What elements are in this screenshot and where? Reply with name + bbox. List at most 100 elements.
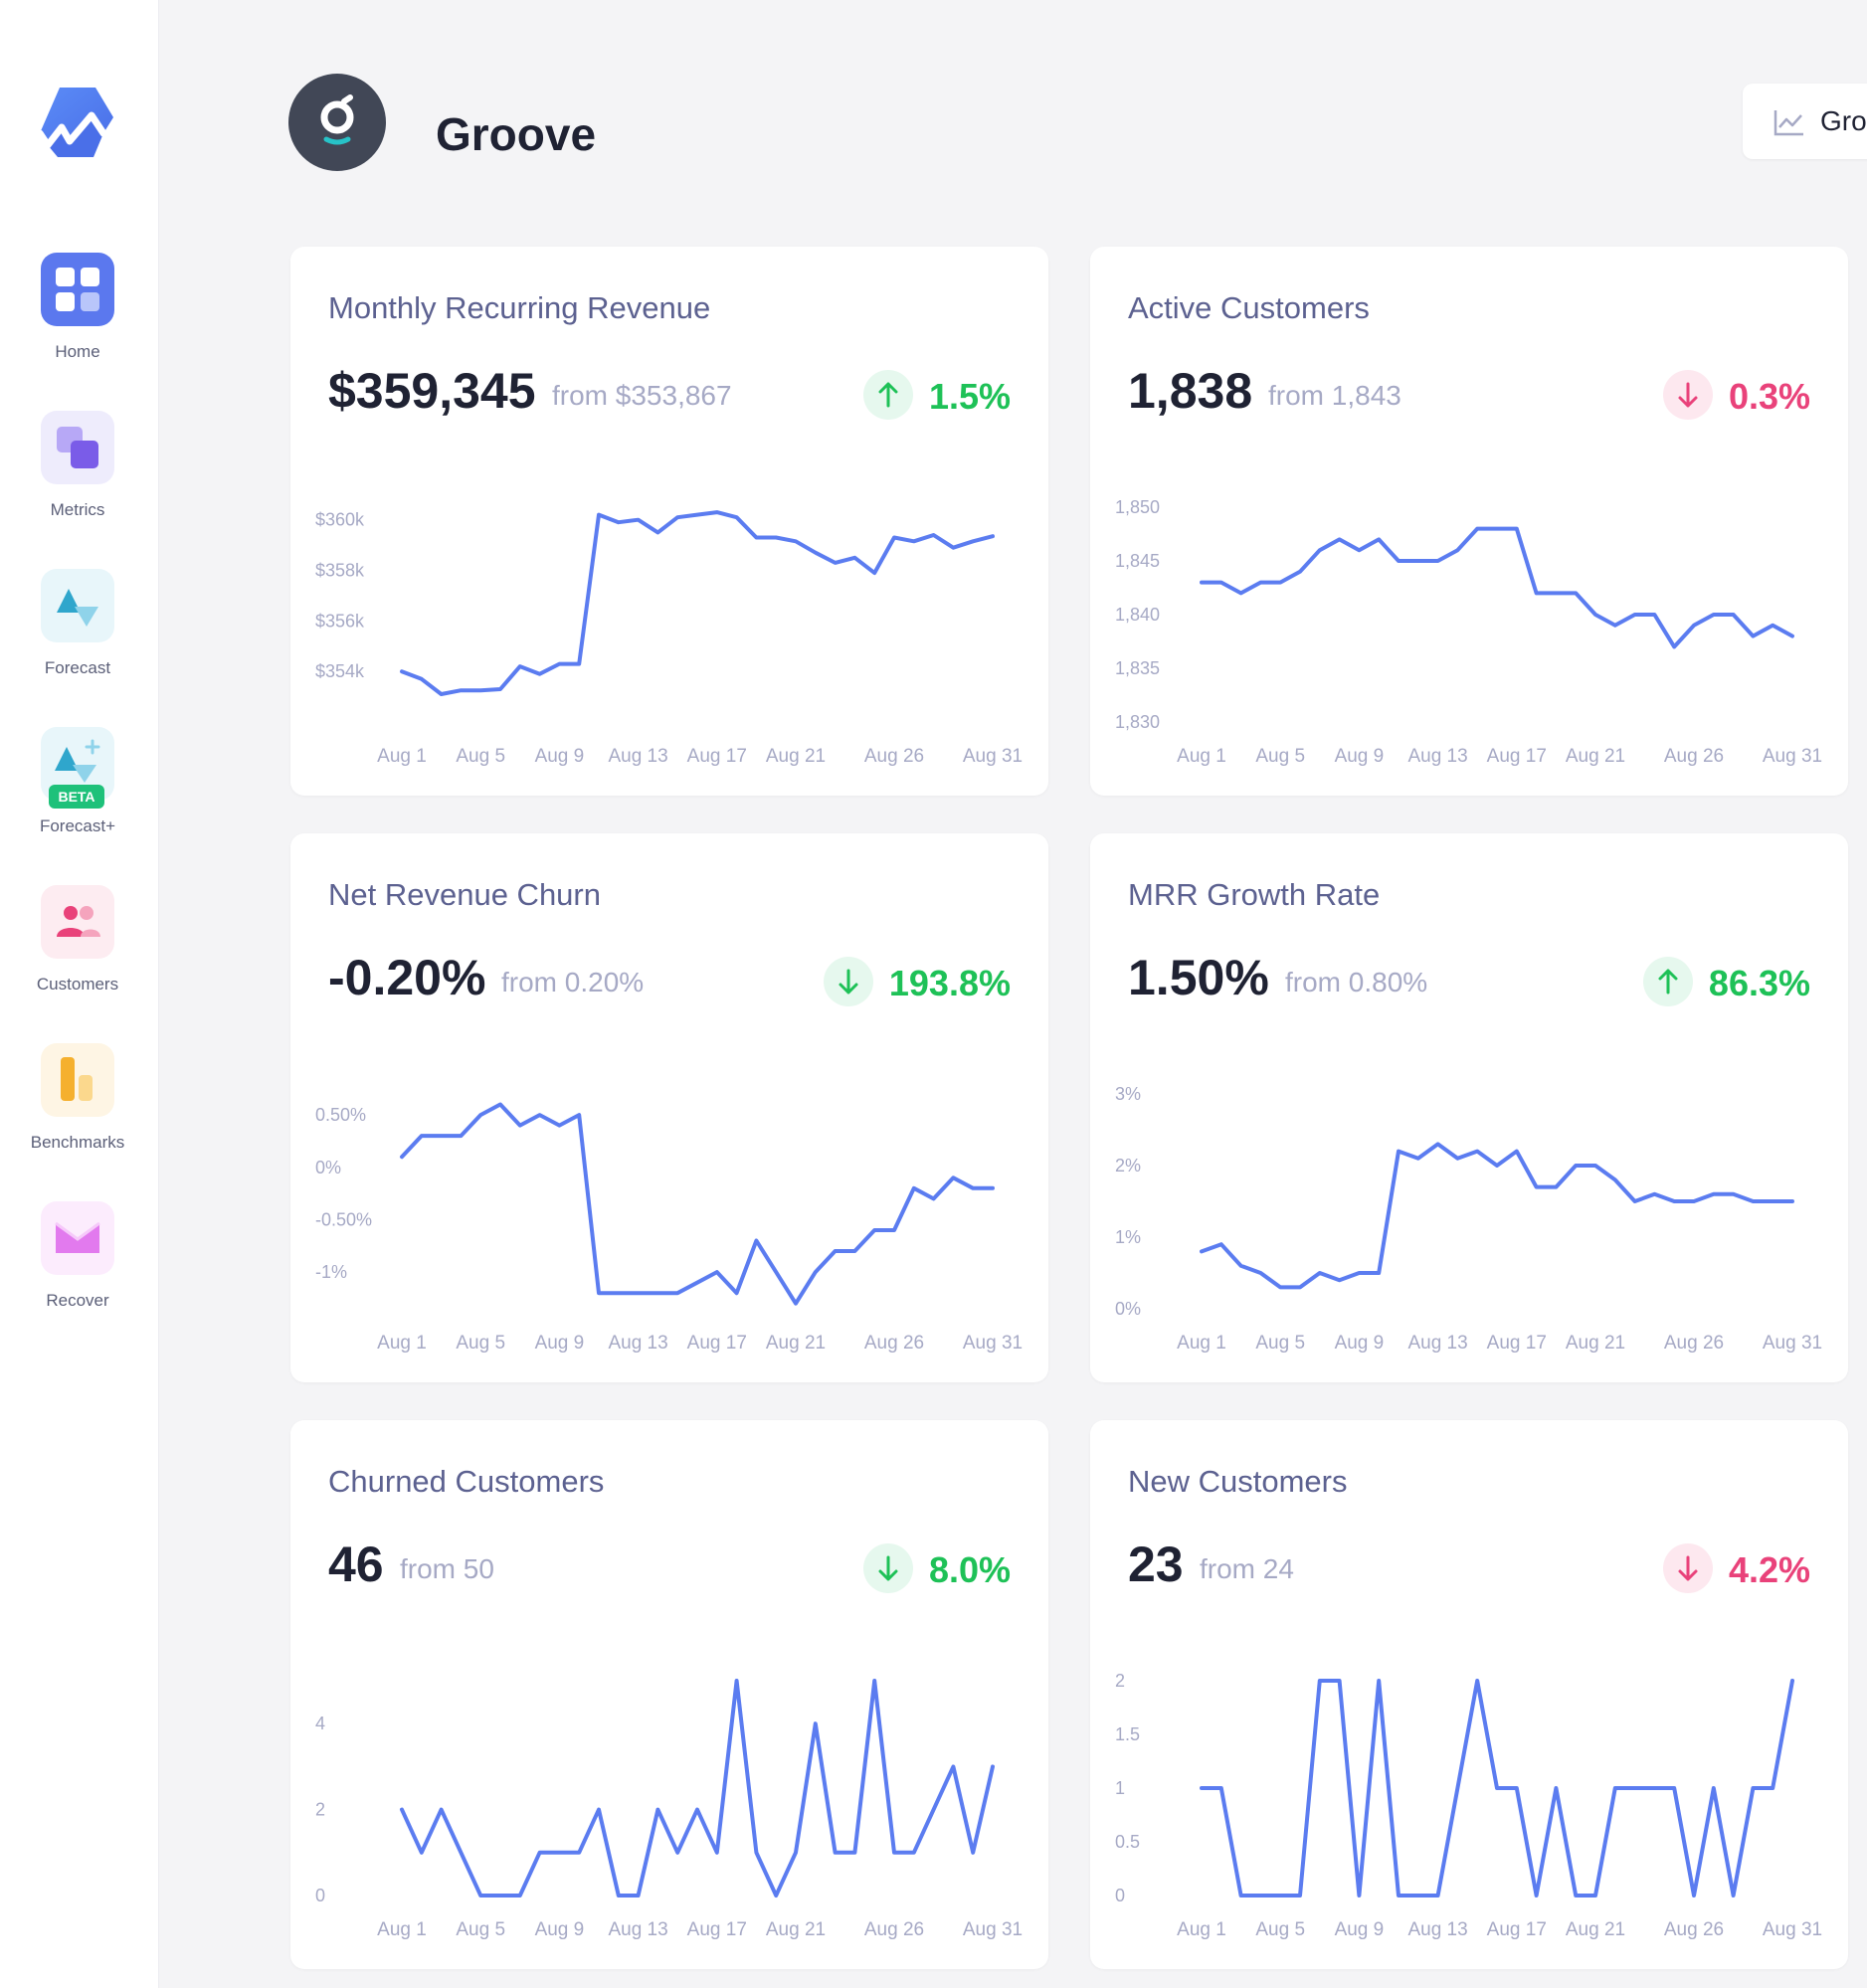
x-tick-label: Aug 9 [535, 1333, 585, 1354]
line-chart: 0% 1% 2% 3% Aug 1 Aug 5 Aug 9 Aug 13 Aug 17 Aug 2… [1115, 1084, 1822, 1354]
arrow-down-icon [824, 957, 873, 1006]
baremetrics-logo-icon[interactable] [34, 82, 119, 167]
sidebar-item-benchmarks[interactable]: Benchmarks [0, 1043, 155, 1153]
sidebar-item-forecast[interactable]: Forecast [0, 569, 155, 678]
series-line[interactable] [1200, 526, 1794, 649]
arrow-down-icon [1663, 370, 1713, 420]
x-tick-label: Aug 26 [864, 746, 924, 767]
new-customers-card[interactable]: New Customers 23 from 24 4.2% 0 0.5 1 1.5 2 Aug 1… [1090, 1420, 1848, 1969]
x-tick-label: Aug 17 [687, 746, 747, 767]
y-tick-label: 2 [315, 1800, 325, 1820]
y-tick-label: -0.50% [315, 1209, 372, 1229]
metric-value: -0.20% [328, 950, 486, 1005]
x-tick-label: Aug 21 [766, 1919, 826, 1940]
sidebar-item-label: Customers [36, 975, 119, 994]
y-tick-label: 1,845 [1115, 551, 1160, 571]
y-tick-label: 0.50% [315, 1105, 366, 1125]
arrow-up-icon [863, 370, 913, 420]
home-grid-icon [41, 253, 114, 326]
x-tick-label: Aug 26 [1664, 746, 1724, 767]
change-percent: 193.8% [888, 963, 1011, 1003]
x-tick-label: Aug 1 [377, 1333, 427, 1354]
recover-envelope-icon [41, 1201, 114, 1275]
y-tick-label: 1 [1115, 1778, 1125, 1798]
series-line[interactable] [400, 1102, 995, 1306]
change-percent: 8.0% [928, 1549, 1011, 1590]
y-tick-label: 3% [1115, 1084, 1141, 1104]
sidebar-item-customers[interactable]: Customers [0, 885, 155, 994]
y-tick-label: 1,850 [1115, 497, 1160, 517]
active-customers-card[interactable]: Active Customers 1,838 from 1,843 0.3% 1,830… [1090, 247, 1848, 796]
x-tick-label: Aug 17 [1487, 1333, 1547, 1354]
growth-chart-button[interactable]: Gro [1743, 84, 1867, 159]
sidebar-item-forecast-plus[interactable]: BETA Forecast+ [0, 727, 155, 836]
y-tick-label: 1.5 [1115, 1724, 1140, 1744]
x-tick-label: Aug 17 [1487, 1919, 1547, 1940]
metric-value: 23 [1128, 1536, 1184, 1592]
page-title: Groove [436, 108, 597, 160]
y-tick-label: 1% [1115, 1227, 1141, 1247]
y-tick-label: -1% [315, 1262, 347, 1282]
card-title: MRR Growth Rate [1128, 877, 1381, 912]
series-line[interactable] [400, 1679, 995, 1898]
card-title: Active Customers [1128, 290, 1370, 325]
series-line[interactable] [1200, 1142, 1794, 1290]
x-tick-label: Aug 13 [1407, 746, 1467, 767]
sidebar-item-metrics[interactable]: Metrics [0, 411, 155, 520]
arrow-down-icon [863, 1543, 913, 1593]
sidebar-item-label: Forecast [44, 658, 111, 677]
series-line[interactable] [400, 510, 995, 696]
sidebar-item-home[interactable]: Home [0, 253, 155, 362]
x-tick-label: Aug 31 [963, 1919, 1023, 1940]
x-tick-label: Aug 13 [608, 1919, 667, 1940]
x-tick-label: Aug 13 [608, 1333, 667, 1354]
x-tick-label: Aug 21 [766, 1333, 826, 1354]
x-tick-label: Aug 31 [1763, 746, 1822, 767]
y-tick-label: 2 [1115, 1671, 1125, 1691]
y-tick-label: $356k [315, 611, 365, 631]
line-chart: 1,830 1,835 1,840 1,845 1,850 Aug 1 Aug 5 Aug 9… [1115, 497, 1822, 767]
y-tick-label: 1,840 [1115, 605, 1160, 625]
x-tick-label: Aug 9 [1335, 1919, 1385, 1940]
forecast-plus-icon: BETA [41, 727, 114, 809]
x-tick-label: Aug 13 [1407, 1333, 1467, 1354]
metric-previous-value: from 24 [1200, 1553, 1294, 1584]
mrr-card[interactable]: Monthly Recurring Revenue $359,345 from $3… [290, 247, 1048, 796]
card-title: Churned Customers [328, 1464, 605, 1499]
y-tick-label: 4 [315, 1714, 325, 1733]
y-tick-label: 0% [315, 1158, 341, 1177]
x-tick-label: Aug 26 [864, 1333, 924, 1354]
x-tick-label: Aug 5 [1255, 746, 1305, 767]
y-tick-label: $360k [315, 510, 365, 530]
y-tick-label: 0 [315, 1886, 325, 1905]
x-tick-label: Aug 9 [535, 746, 585, 767]
x-tick-label: Aug 21 [1566, 1919, 1625, 1940]
x-tick-label: Aug 21 [766, 746, 826, 767]
sidebar-item-label: Benchmarks [30, 1133, 125, 1152]
x-tick-label: Aug 9 [1335, 746, 1385, 767]
line-chart: $354k $356k $358k $360k Aug 1 Aug 5 Aug 9 Aug 1… [315, 510, 1023, 767]
y-tick-label: $354k [315, 661, 365, 681]
x-tick-label: Aug 31 [1763, 1919, 1822, 1940]
series-line[interactable] [1200, 1679, 1794, 1898]
arrow-down-icon [1663, 1543, 1713, 1593]
x-tick-label: Aug 17 [687, 1333, 747, 1354]
sidebar: Home Metrics Forecast BETA [0, 0, 159, 1988]
net-revenue-churn-card[interactable]: Net Revenue Churn -0.20% from 0.20% 193.8% -… [290, 833, 1048, 1382]
x-tick-label: Aug 31 [1763, 1333, 1822, 1354]
churned-customers-card[interactable]: Churned Customers 46 from 50 8.0% 0 2 4 Aug 1 Au… [290, 1420, 1048, 1969]
sidebar-item-recover[interactable]: Recover [0, 1201, 155, 1311]
benchmarks-bars-icon [41, 1043, 114, 1117]
mrr-growth-rate-card[interactable]: MRR Growth Rate 1.50% from 0.80% 86.3% 0% 1% 2… [1090, 833, 1848, 1382]
x-tick-label: Aug 26 [1664, 1919, 1724, 1940]
card-title: Monthly Recurring Revenue [328, 290, 711, 325]
customers-people-icon [41, 885, 114, 959]
metric-previous-value: from 0.20% [501, 967, 645, 997]
change-percent: 4.2% [1728, 1549, 1810, 1590]
x-tick-label: Aug 17 [687, 1919, 747, 1940]
metric-previous-value: from $353,867 [552, 380, 732, 411]
metric-value: 46 [328, 1536, 384, 1592]
x-tick-label: Aug 26 [864, 1919, 924, 1940]
sidebar-item-label: Home [55, 342, 100, 361]
x-tick-label: Aug 21 [1566, 1333, 1625, 1354]
